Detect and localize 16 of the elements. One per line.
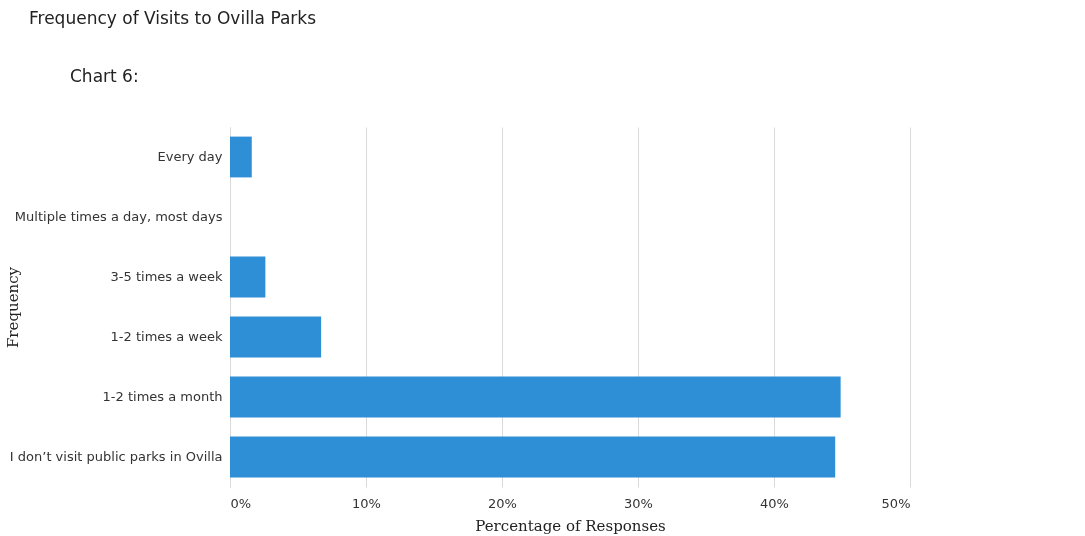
y-tick-label: 3-5 times a week (110, 269, 223, 284)
y-axis-title: Frequency (3, 266, 22, 349)
chart-title: Frequency of Visits to Ovilla Parks (29, 8, 317, 28)
y-tick-label: I don’t visit public parks in Ovilla (9, 449, 223, 464)
x-tick-label: 40% (760, 495, 789, 511)
y-tick-label: Multiple times a day, most days (14, 209, 223, 224)
x-tick-label: 0% (230, 495, 252, 511)
x-tick-label: 50% (881, 495, 911, 511)
y-tick-label: 1-2 times a week (110, 329, 223, 344)
caption: Chart 6: (70, 66, 139, 86)
x-tick-label: 30% (624, 495, 653, 511)
x-tick-label: 10% (352, 495, 381, 511)
x-axis-title: Percentage of Responses (475, 516, 666, 535)
x-tick-label: 20% (488, 495, 517, 511)
y-tick-label: 1-2 times a month (102, 389, 223, 404)
y-tick-label: Every day (157, 149, 223, 164)
